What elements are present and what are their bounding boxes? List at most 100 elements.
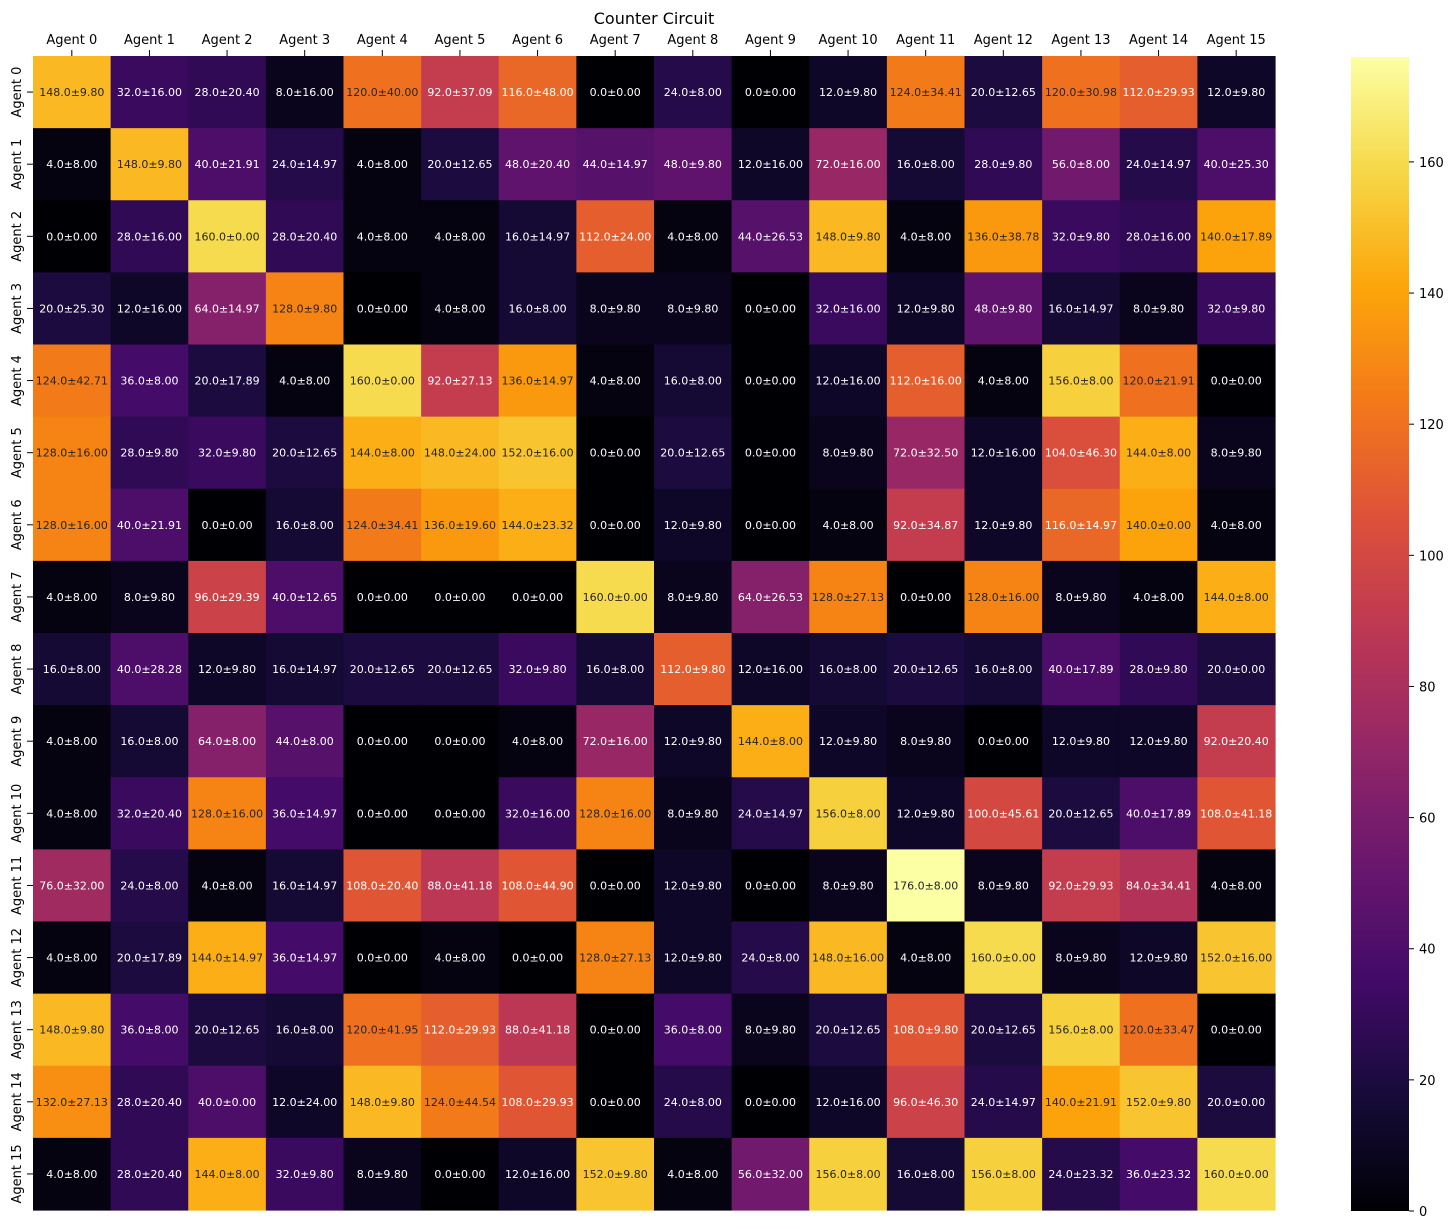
cell-label: 28.0±20.40: [117, 1168, 182, 1181]
heatmap-cell: [343, 921, 422, 995]
heatmap-cell: [731, 1137, 810, 1211]
cell-label: 40.0±17.89: [1126, 807, 1191, 820]
cell-label: 32.0±9.80: [1207, 302, 1265, 315]
y-tick-label: Agent 3: [10, 283, 25, 334]
cell-label: 0.0±0.00: [46, 230, 97, 243]
cell-label: 8.0±9.80: [124, 591, 175, 604]
heatmap-cell: [576, 1137, 655, 1211]
heatmap-cell: [265, 1137, 345, 1211]
heatmap-cell: [654, 705, 733, 778]
heatmap-cell: [421, 200, 500, 273]
heatmap-cell: [576, 633, 655, 706]
cell-label: 92.0±20.40: [1204, 735, 1269, 748]
heatmap-cell: [1119, 921, 1198, 995]
heatmap-cell: [265, 344, 345, 418]
heatmap-cell: [654, 777, 733, 850]
cell-label: 0.0±0.00: [745, 1096, 796, 1109]
x-tick-label: Agent 7: [590, 33, 641, 48]
cell-label: 124.0±44.54: [424, 1096, 496, 1109]
heatmap-cell: [1197, 705, 1276, 778]
cell-label: 4.0±8.00: [357, 230, 408, 243]
heatmap-cell: [1119, 705, 1198, 778]
heatmap-cell: [731, 200, 810, 273]
cell-label: 12.0±16.00: [738, 663, 803, 676]
x-tick-label: Agent 13: [1051, 33, 1110, 48]
heatmap-cell: [110, 921, 189, 995]
cell-label: 0.0±0.00: [512, 952, 563, 965]
cell-label: 24.0±14.97: [971, 1096, 1036, 1109]
cell-label: 120.0±30.98: [1045, 86, 1117, 99]
heatmap-cell: [809, 560, 888, 634]
colorbar-tick-label: 60: [1419, 812, 1436, 827]
heatmap-cell: [188, 488, 267, 562]
cell-label: 12.0±9.80: [664, 735, 722, 748]
heatmap-cell: [110, 633, 189, 706]
heatmap-cell: [731, 1065, 810, 1139]
heatmap-cell: [343, 200, 422, 273]
cell-label: 12.0±16.00: [505, 1168, 570, 1181]
heatmap-cell: [654, 560, 733, 634]
cell-label: 108.0±41.18: [1200, 807, 1272, 820]
heatmap-cell: [1042, 344, 1121, 418]
cell-label: 32.0±16.00: [815, 302, 880, 315]
heatmap-cell: [964, 200, 1043, 273]
heatmap-cell: [731, 849, 810, 923]
cell-label: 12.0±16.00: [117, 302, 182, 315]
heatmap-cell: [654, 272, 733, 346]
cell-label: 148.0±9.80: [350, 1096, 415, 1109]
heatmap-cell: [265, 993, 345, 1067]
cell-label: 0.0±0.00: [1211, 375, 1262, 388]
heatmap-cell: [33, 1137, 112, 1211]
y-tick-label: Agent 7: [10, 571, 25, 622]
heatmap-cell: [343, 993, 422, 1067]
cell-label: 96.0±46.30: [893, 1096, 958, 1109]
cell-label: 24.0±14.97: [272, 158, 337, 171]
cell-label: 92.0±34.87: [893, 519, 958, 532]
heatmap-cell: [421, 416, 500, 490]
heatmap-cell: [1197, 849, 1276, 923]
heatmap-cell: [809, 344, 888, 418]
cell-label: 4.0±8.00: [667, 1168, 718, 1181]
cell-label: 140.0±0.00: [1126, 519, 1191, 532]
heatmap-cell: [576, 200, 655, 273]
heatmap-cell: [421, 849, 500, 923]
cell-label: 8.0±9.80: [667, 591, 718, 604]
colorbar: [1351, 57, 1409, 1211]
heatmap-cell: [1119, 560, 1198, 634]
cell-label: 4.0±8.00: [667, 230, 718, 243]
heatmap-cell: [809, 777, 888, 850]
cell-label: 32.0±9.80: [508, 663, 566, 676]
heatmap-cell: [654, 128, 733, 201]
heatmap-cell: [809, 272, 888, 346]
heatmap-cell: [576, 921, 655, 995]
x-tick-label: Agent 4: [357, 33, 408, 48]
y-tick-label: Agent 11: [10, 856, 25, 915]
heatmap-cell: [188, 777, 267, 850]
cell-label: 40.0±28.28: [117, 663, 182, 676]
heatmap-cells: [33, 56, 1276, 1211]
heatmap-cell: [343, 560, 422, 634]
cell-label: 36.0±23.32: [1126, 1168, 1191, 1181]
heatmap-cell: [1042, 993, 1121, 1067]
heatmap-cell: [1197, 993, 1276, 1067]
cell-label: 20.0±12.65: [427, 663, 492, 676]
heatmap-cell: [33, 777, 112, 850]
cell-label: 160.0±0.00: [1204, 1168, 1269, 1181]
heatmap-cell: [498, 993, 577, 1067]
cell-label: 100.0±45.61: [967, 807, 1039, 820]
heatmap-cell: [343, 56, 422, 129]
x-tick-label: Agent 5: [434, 33, 485, 48]
cell-label: 120.0±21.91: [1122, 375, 1194, 388]
cell-label: 12.0±9.80: [1129, 952, 1187, 965]
heatmap-cell: [886, 56, 966, 129]
heatmap-cell: [265, 1065, 345, 1139]
cell-label: 156.0±8.00: [1048, 1024, 1113, 1037]
heatmap-cell: [1119, 993, 1198, 1067]
heatmap-cell: [809, 488, 888, 562]
heatmap-cell: [964, 128, 1043, 201]
heatmap-cell: [1042, 1065, 1121, 1139]
heatmap-cell: [964, 416, 1043, 490]
y-tick-label: Agent 2: [10, 211, 25, 262]
heatmap-cell: [576, 993, 655, 1067]
x-tick-label: Agent 15: [1207, 33, 1266, 48]
